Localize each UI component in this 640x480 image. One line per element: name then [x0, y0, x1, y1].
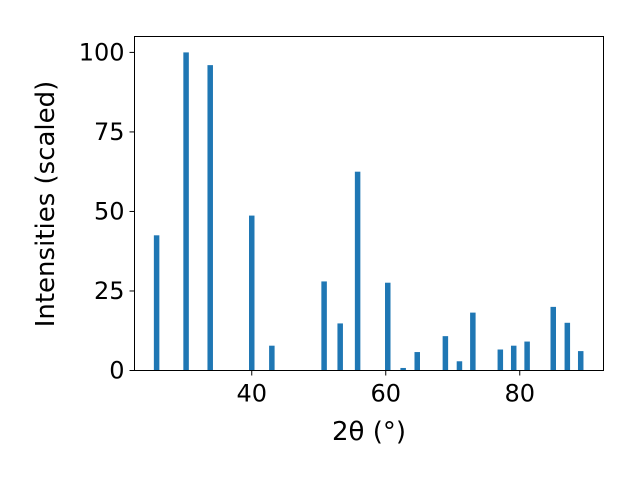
bar-10: [414, 352, 420, 371]
bar-6: [337, 323, 343, 371]
plot-frame: [134, 36, 604, 371]
bar-2: [207, 65, 213, 371]
bar-3: [249, 215, 255, 371]
bar-16: [524, 341, 530, 371]
bar-19: [577, 351, 584, 371]
x-axis-label: 2θ (°): [332, 417, 406, 447]
bar-4: [269, 345, 275, 371]
x-tick-label-1: 60: [370, 380, 401, 408]
y-axis-label: Intensities (scaled): [31, 81, 61, 328]
bar-12: [456, 361, 463, 371]
bar-15: [510, 345, 517, 371]
x-axis-ticks: 40 60 80: [236, 370, 535, 408]
y-tick-label-0: 0: [109, 357, 124, 385]
bar-8: [385, 282, 391, 371]
bar-0: [153, 235, 160, 371]
x-tick-label-0: 40: [236, 380, 267, 408]
y-tick-label-4: 100: [79, 38, 125, 66]
bars-group: [153, 52, 584, 371]
bar-14: [497, 349, 504, 371]
bar-7: [354, 171, 361, 371]
bar-13: [470, 312, 476, 371]
bar-9: [400, 367, 406, 371]
bar-5: [321, 281, 327, 371]
x-tick-label-2: 80: [504, 380, 535, 408]
bar-18: [564, 322, 571, 371]
bar-11: [442, 336, 449, 371]
bar-1: [183, 52, 189, 371]
y-axis-ticks: 0 25 50 75 100: [79, 38, 135, 385]
y-tick-label-3: 75: [94, 118, 125, 146]
y-tick-label-1: 25: [94, 277, 125, 305]
bar-17: [550, 306, 556, 371]
y-tick-label-2: 50: [94, 197, 125, 225]
